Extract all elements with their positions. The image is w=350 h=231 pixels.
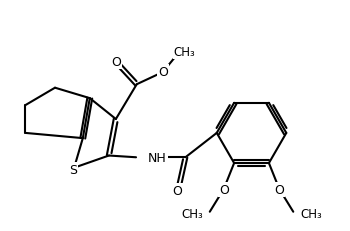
Text: S: S [69, 163, 77, 176]
Text: O: O [158, 66, 168, 79]
Text: CH₃: CH₃ [174, 46, 196, 58]
Text: O: O [274, 183, 284, 196]
Text: O: O [172, 184, 182, 197]
Text: NH: NH [148, 151, 167, 164]
Text: O: O [111, 56, 121, 69]
Text: CH₃: CH₃ [300, 207, 322, 220]
Text: CH₃: CH₃ [181, 207, 203, 220]
Text: O: O [219, 183, 229, 196]
